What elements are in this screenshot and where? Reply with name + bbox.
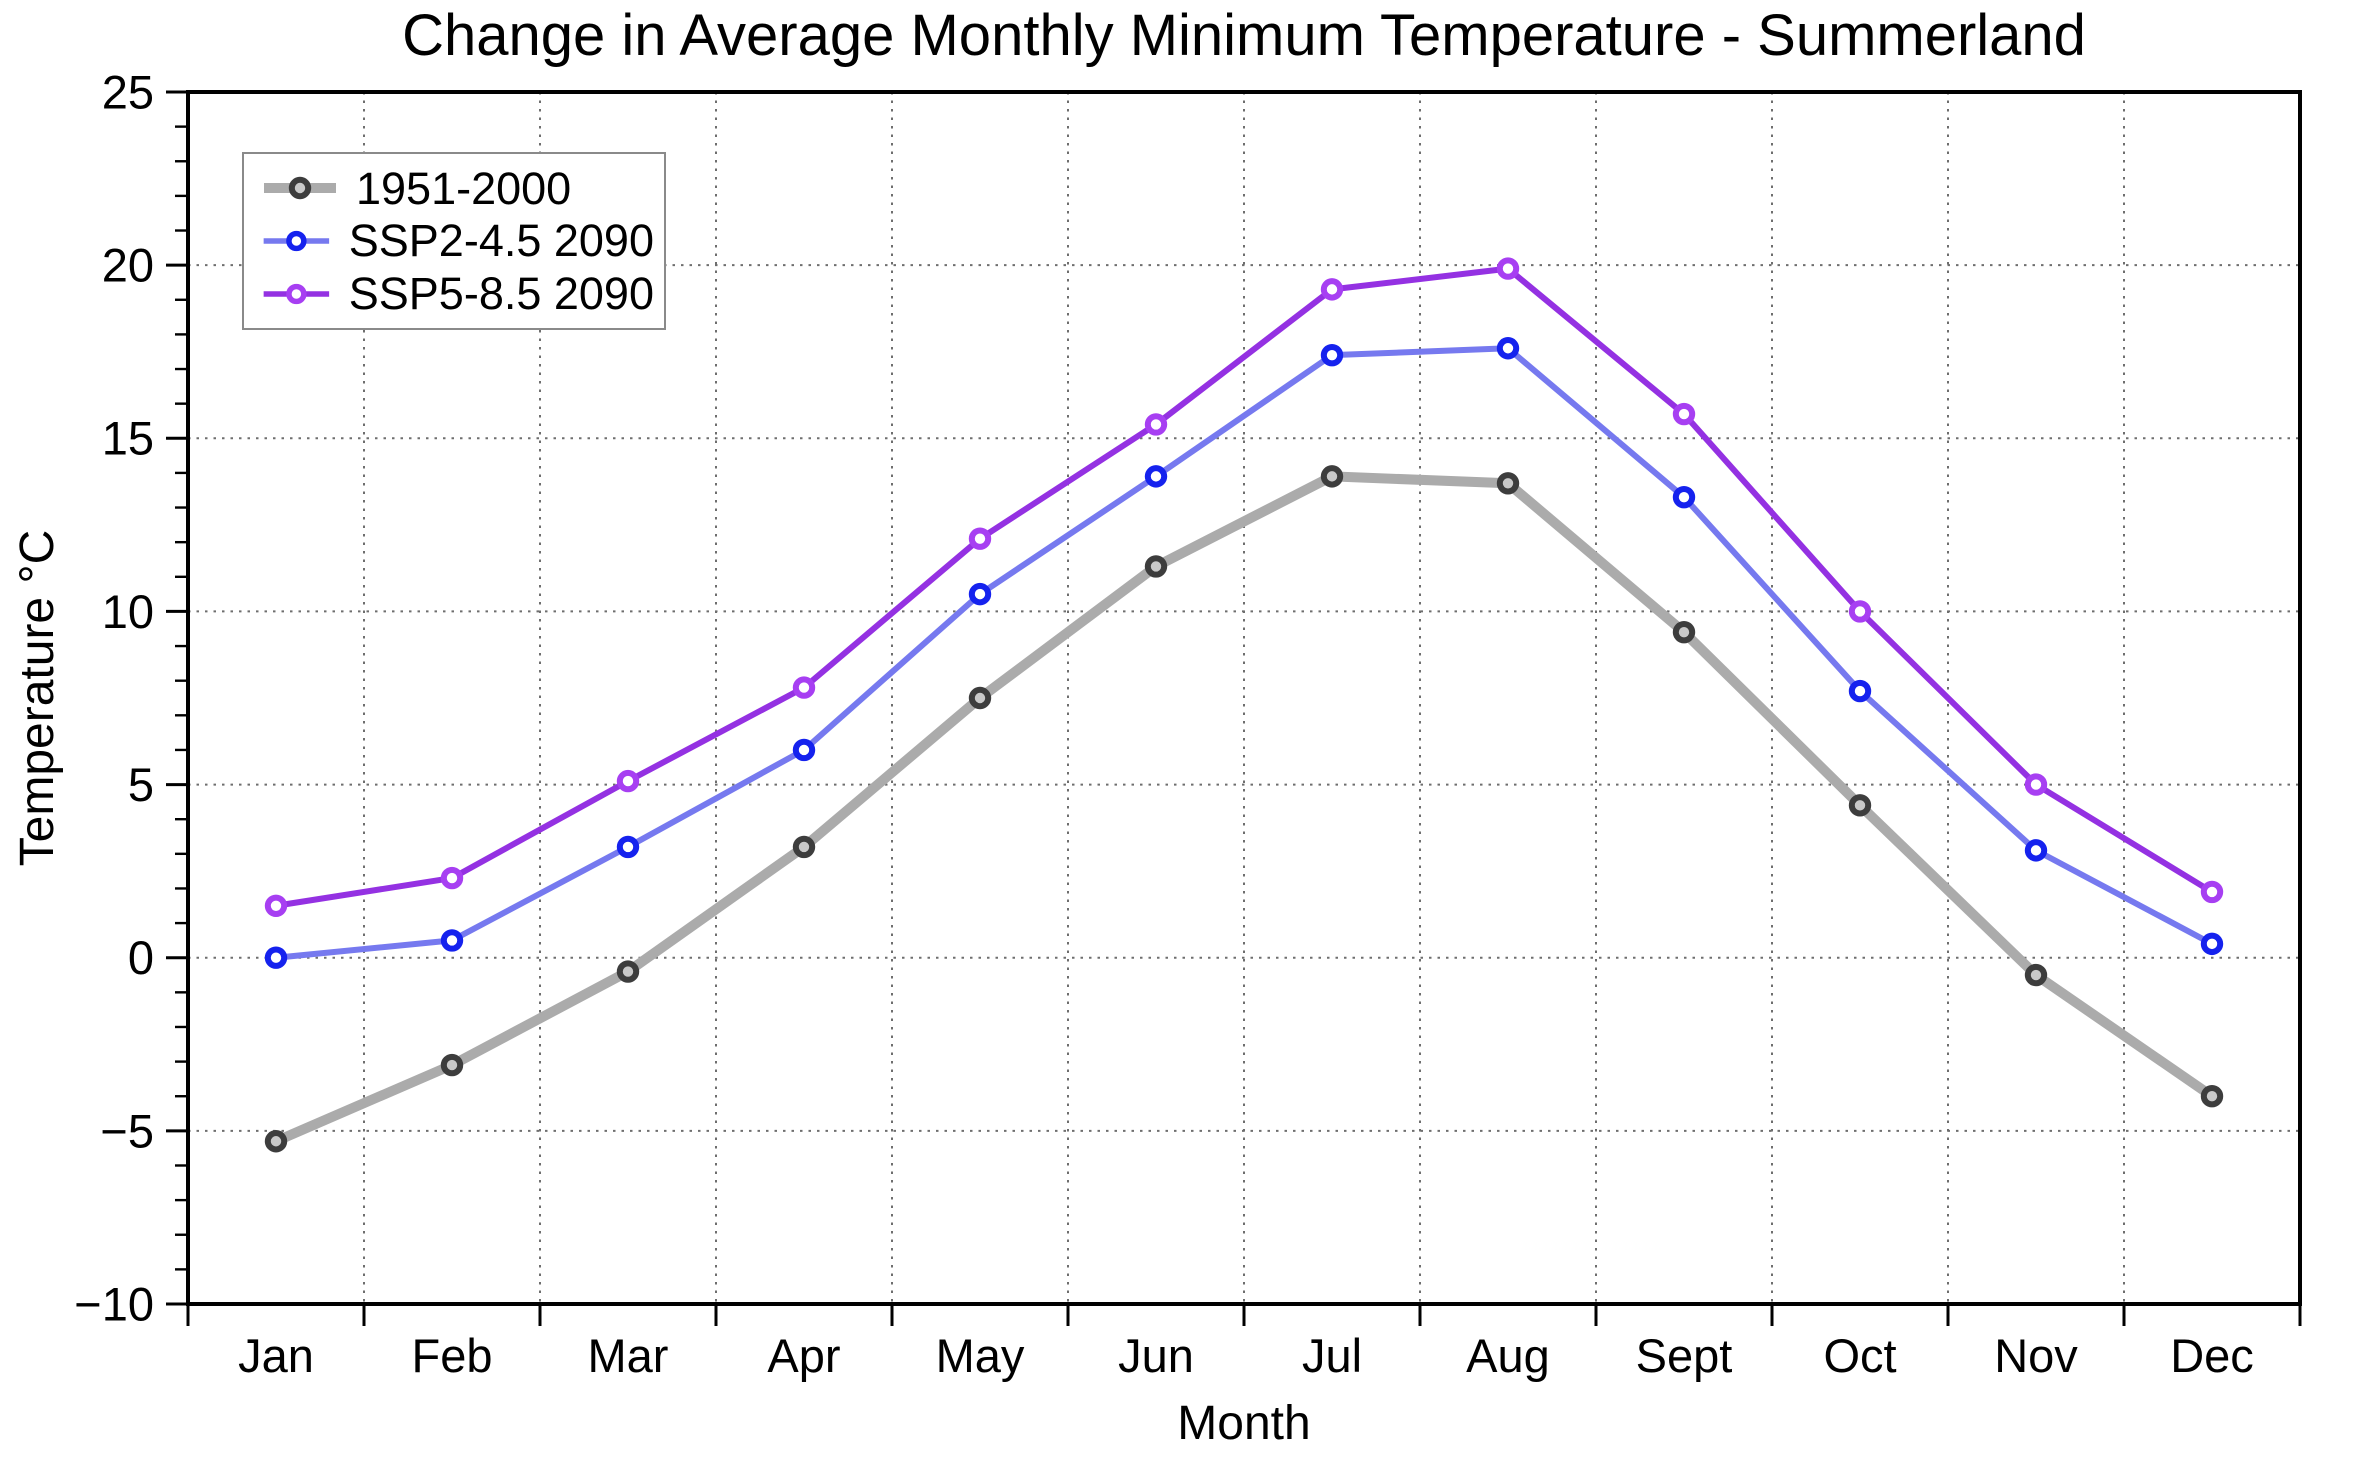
legend-sample-marker <box>286 283 307 304</box>
data-point-ssp5-8-5-2090-jan <box>264 894 288 917</box>
data-point-1951-2000-sept <box>1672 621 1696 644</box>
data-point-ssp2-4-5-2090-nov <box>2024 839 2048 862</box>
y-tick-label: 10 <box>102 585 154 638</box>
legend-label-1951-2000: 1951-2000 <box>356 162 572 214</box>
data-point-ssp5-8-5-2090-dec <box>2200 880 2224 904</box>
x-tick-label: Apr <box>767 1329 840 1382</box>
data-point-ssp5-8-5-2090-jun <box>1144 413 1168 436</box>
data-point-1951-2000-oct <box>1848 794 1872 817</box>
x-tick-label: Feb <box>412 1329 493 1382</box>
y-tick-label: 15 <box>102 412 154 465</box>
x-tick-label: Jan <box>238 1329 314 1382</box>
y-tick-label: 25 <box>102 65 154 118</box>
data-point-ssp2-4-5-2090-aug <box>1496 337 1520 360</box>
data-point-1951-2000-mar <box>616 960 640 983</box>
legend-label-ssp2-45-2090: SSP2-4.5 2090 <box>348 215 654 267</box>
x-tick-label: Dec <box>2170 1329 2254 1382</box>
data-point-ssp2-4-5-2090-jun <box>1144 465 1168 488</box>
legend-item-ssp2-45-2090: SSP2-4.5 2090 <box>260 216 654 266</box>
data-point-ssp5-8-5-2090-jul <box>1320 278 1344 301</box>
data-point-ssp5-8-5-2090-aug <box>1496 257 1520 280</box>
plot-frame <box>186 90 2302 1306</box>
data-point-ssp2-4-5-2090-oct <box>1848 679 1872 703</box>
data-point-ssp2-4-5-2090-feb <box>440 929 464 952</box>
x-tick-label: Aug <box>1466 1329 1550 1382</box>
legend-label-ssp5-85-2090: SSP5-8.5 2090 <box>348 268 654 320</box>
data-point-ssp5-8-5-2090-feb <box>440 866 464 890</box>
y-tick-label: 5 <box>128 758 154 811</box>
series-line-ssp2-4-5-2090 <box>273 345 2215 961</box>
x-axis-title: Month <box>1177 1397 1311 1450</box>
data-point-ssp2-4-5-2090-jul <box>1320 343 1344 367</box>
data-point-1951-2000-apr <box>792 835 816 859</box>
x-tick-label: Mar <box>588 1329 669 1382</box>
data-point-1951-2000-jul <box>1320 465 1344 488</box>
data-point-1951-2000-may <box>968 686 992 710</box>
data-point-1951-2000-feb <box>440 1053 464 1077</box>
data-point-ssp5-8-5-2090-nov <box>2024 773 2048 796</box>
y-axis-title: Temperature °C <box>11 529 64 867</box>
legend-marker-1951-2000 <box>264 177 336 200</box>
data-point-ssp5-8-5-2090-sept <box>1672 402 1696 426</box>
data-point-1951-2000-dec <box>2200 1085 2224 1108</box>
y-tick-label: 0 <box>128 931 154 984</box>
chart-title: Change in Average Monthly Minimum Temper… <box>402 3 2086 68</box>
legend-item-1951-2000: 1951-2000 <box>260 163 654 213</box>
data-point-ssp2-4-5-2090-mar <box>616 835 640 859</box>
legend-marker-ssp5-85-2090 <box>263 283 330 304</box>
legend-sample-marker <box>288 177 312 200</box>
data-point-ssp5-8-5-2090-mar <box>616 769 640 793</box>
data-point-ssp2-4-5-2090-apr <box>792 738 816 762</box>
y-tick-label: −10 <box>74 1277 154 1330</box>
y-tick-label: −5 <box>100 1104 154 1157</box>
data-point-ssp2-4-5-2090-dec <box>2200 932 2224 956</box>
data-point-ssp2-4-5-2090-jan <box>264 946 288 969</box>
x-tick-label: Nov <box>1994 1329 2078 1382</box>
data-point-1951-2000-jan <box>264 1130 288 1153</box>
data-point-ssp2-4-5-2090-may <box>968 582 992 606</box>
x-tick-label: Sept <box>1636 1329 1733 1382</box>
y-tick-label: 20 <box>102 239 154 292</box>
legend: 1951-2000 SSP2-4.5 2090 SSP5-8.5 2090 <box>242 152 666 330</box>
x-tick-label: Oct <box>1823 1329 1896 1382</box>
x-tick-label: Jul <box>1302 1329 1362 1382</box>
series-line-ssp5-8-5-2090 <box>273 265 2215 909</box>
x-tick-label: May <box>936 1329 1025 1382</box>
legend-item-ssp5-85-2090: SSP5-8.5 2090 <box>260 269 654 319</box>
data-point-1951-2000-nov <box>2024 963 2048 987</box>
data-point-ssp5-8-5-2090-oct <box>1848 600 1872 623</box>
data-point-1951-2000-aug <box>1496 472 1520 495</box>
data-point-1951-2000-jun <box>1144 555 1168 578</box>
data-point-ssp5-8-5-2090-may <box>968 527 992 550</box>
series-line-1951-2000 <box>271 471 2217 1147</box>
x-tick-label: Jun <box>1118 1329 1194 1382</box>
legend-sample-marker <box>286 230 307 252</box>
legend-marker-ssp2-45-2090 <box>263 230 330 252</box>
data-point-ssp5-8-5-2090-apr <box>792 676 816 699</box>
data-point-ssp2-4-5-2090-sept <box>1672 485 1696 509</box>
